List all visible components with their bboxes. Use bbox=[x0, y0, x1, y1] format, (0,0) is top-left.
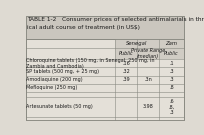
Text: Amodiaquine (200 mg): Amodiaquine (200 mg) bbox=[26, 77, 83, 82]
FancyBboxPatch shape bbox=[26, 16, 184, 39]
Text: Private Range
(median): Private Range (median) bbox=[131, 48, 165, 59]
Text: .32: .32 bbox=[122, 69, 130, 74]
FancyBboxPatch shape bbox=[115, 48, 184, 59]
Text: Artesunate tablets (50 mg): Artesunate tablets (50 mg) bbox=[26, 104, 93, 109]
Text: .3: .3 bbox=[169, 69, 174, 74]
Text: Zam: Zam bbox=[165, 41, 177, 46]
Text: .3: .3 bbox=[169, 77, 174, 82]
Text: Public: Public bbox=[164, 51, 179, 56]
Text: .16: .16 bbox=[122, 61, 130, 66]
FancyBboxPatch shape bbox=[115, 39, 184, 48]
Text: .1: .1 bbox=[169, 61, 174, 66]
Text: ical adult course of treatment (in US$): ical adult course of treatment (in US$) bbox=[27, 25, 140, 30]
Text: .6
.8,
.3: .6 .8, .3 bbox=[168, 99, 174, 115]
Text: Senegal: Senegal bbox=[126, 41, 148, 46]
Text: .3n: .3n bbox=[144, 77, 152, 82]
Text: TABLE 1-2   Consumer prices of selected antimalarials in three countries for a t: TABLE 1-2 Consumer prices of selected an… bbox=[27, 17, 204, 22]
Text: .39: .39 bbox=[122, 77, 130, 82]
FancyBboxPatch shape bbox=[26, 39, 184, 120]
Text: 3.98: 3.98 bbox=[143, 104, 153, 109]
Text: Mefloquine (250 mg): Mefloquine (250 mg) bbox=[26, 85, 78, 90]
Text: Chloroquine tablets (150 mg, in Senegal, 250 mg, in
Zambia and Cambodia): Chloroquine tablets (150 mg, in Senegal,… bbox=[26, 58, 155, 69]
Text: SP tablets (500 mg, + 25 mg): SP tablets (500 mg, + 25 mg) bbox=[26, 69, 99, 74]
Text: .8: .8 bbox=[169, 85, 174, 90]
Text: Public: Public bbox=[119, 51, 133, 56]
